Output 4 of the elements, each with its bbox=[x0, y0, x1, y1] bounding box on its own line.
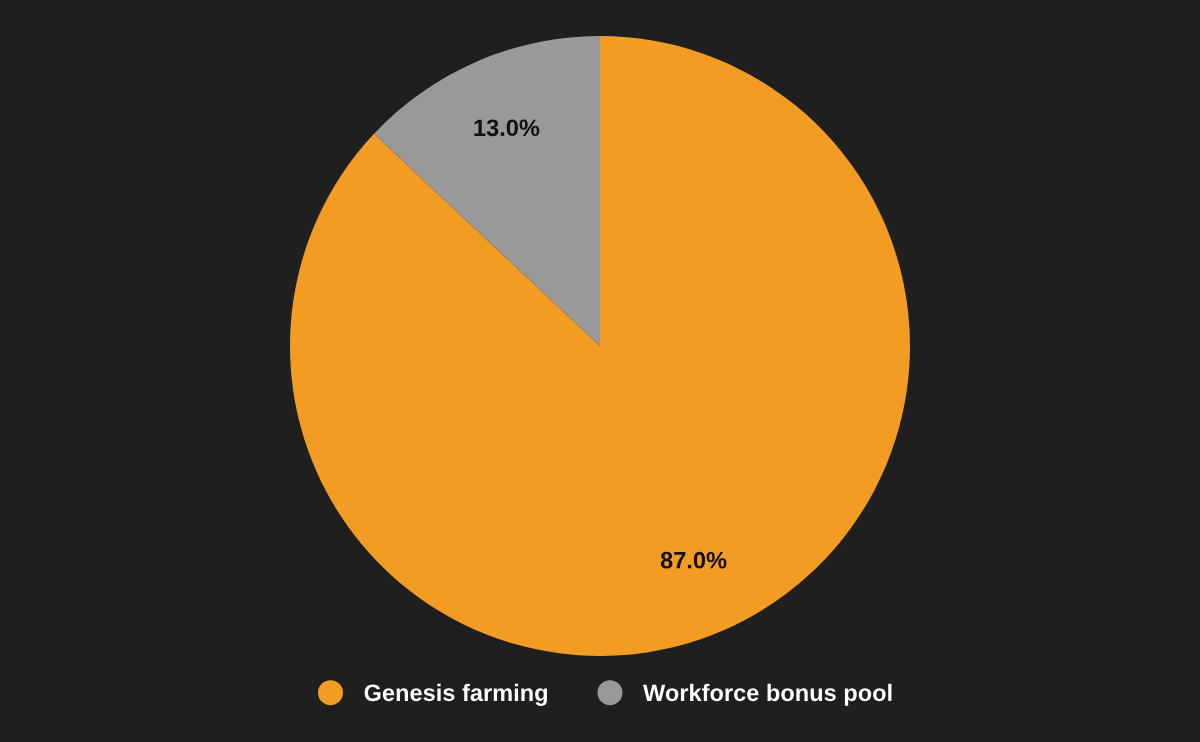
legend-label: Genesis farming bbox=[364, 683, 547, 706]
data-label: 87.0% bbox=[660, 551, 727, 569]
data-label: 13.0% bbox=[474, 119, 540, 137]
legend-label: Workforce bonus pool bbox=[643, 683, 892, 706]
